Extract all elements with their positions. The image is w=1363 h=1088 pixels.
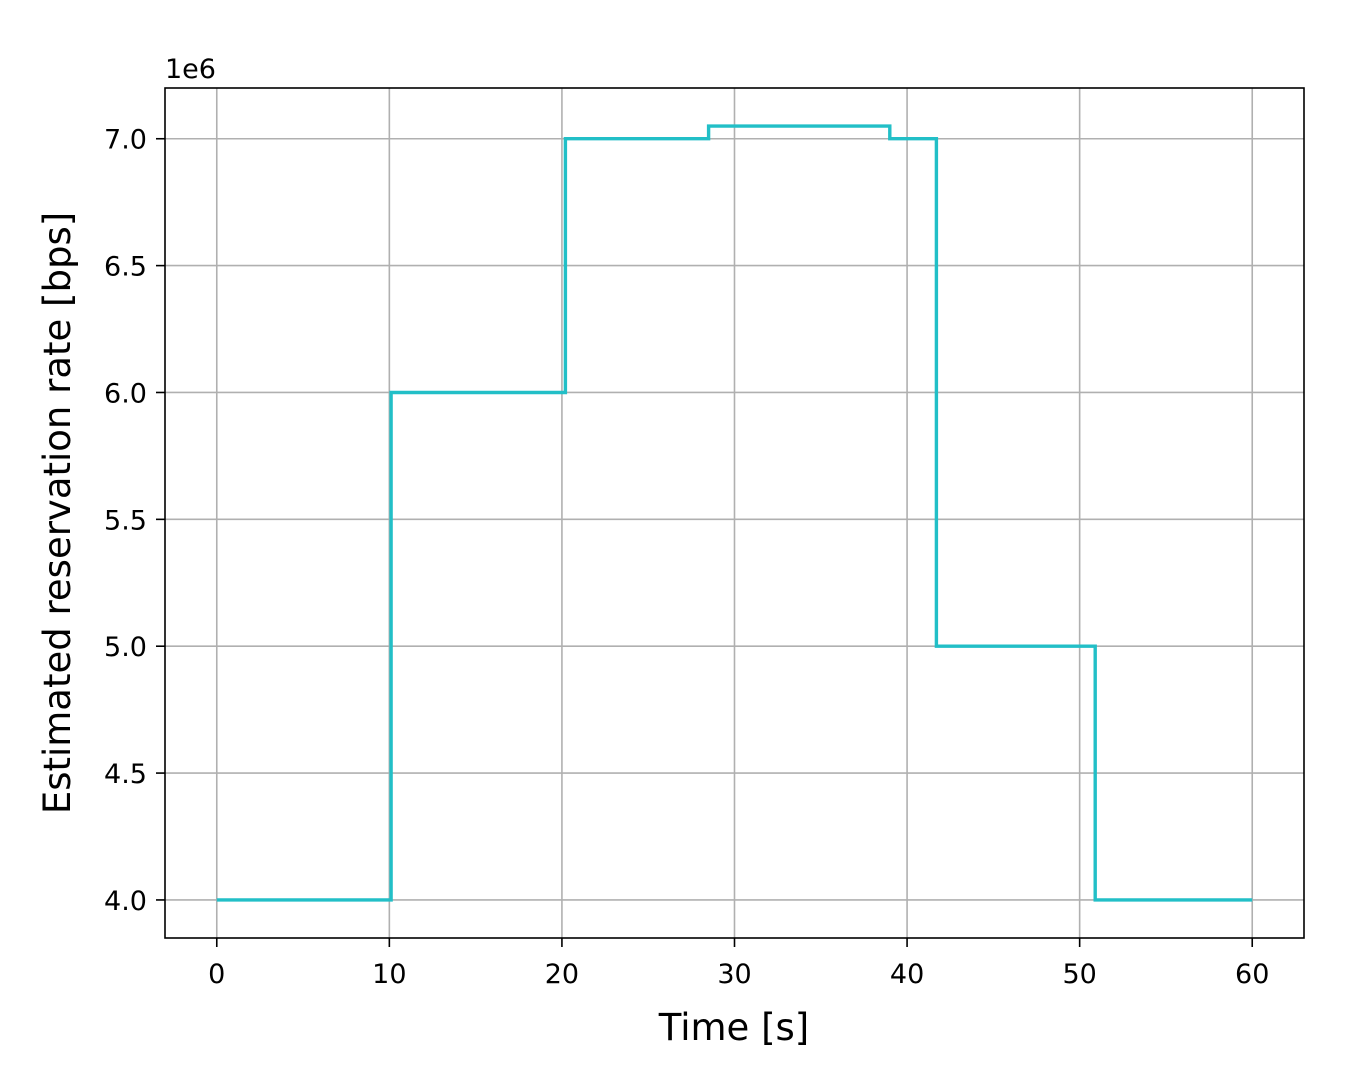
x-tick-label: 0 [208,959,225,990]
y-tick-label: 4.0 [104,886,147,917]
y-tick-label: 6.5 [104,252,147,283]
x-axis: 0 10 20 30 40 50 60 [208,938,1269,990]
series-group [216,124,1253,902]
y-tick-label: 6.0 [104,378,147,409]
x-axis-label: Time [s] [658,1006,809,1049]
y-axis-label: Estimated reservation rate [bps] [36,212,79,814]
x-tick-label: 10 [372,959,406,990]
series-line [216,124,1253,902]
y-axis: 4.0 4.5 5.0 5.5 6.0 6.5 7.0 [104,125,165,917]
x-tick-label: 20 [545,959,579,990]
x-tick-label: 50 [1062,959,1096,990]
x-tick-label: 60 [1235,959,1269,990]
y-offset-label: 1e6 [165,54,216,85]
x-tick-label: 30 [717,959,751,990]
y-tick-label: 7.0 [104,125,147,156]
y-tick-label: 5.5 [104,505,147,536]
y-tick-label: 4.5 [104,759,147,790]
y-tick-label: 5.0 [104,632,147,663]
x-tick-label: 40 [890,959,924,990]
